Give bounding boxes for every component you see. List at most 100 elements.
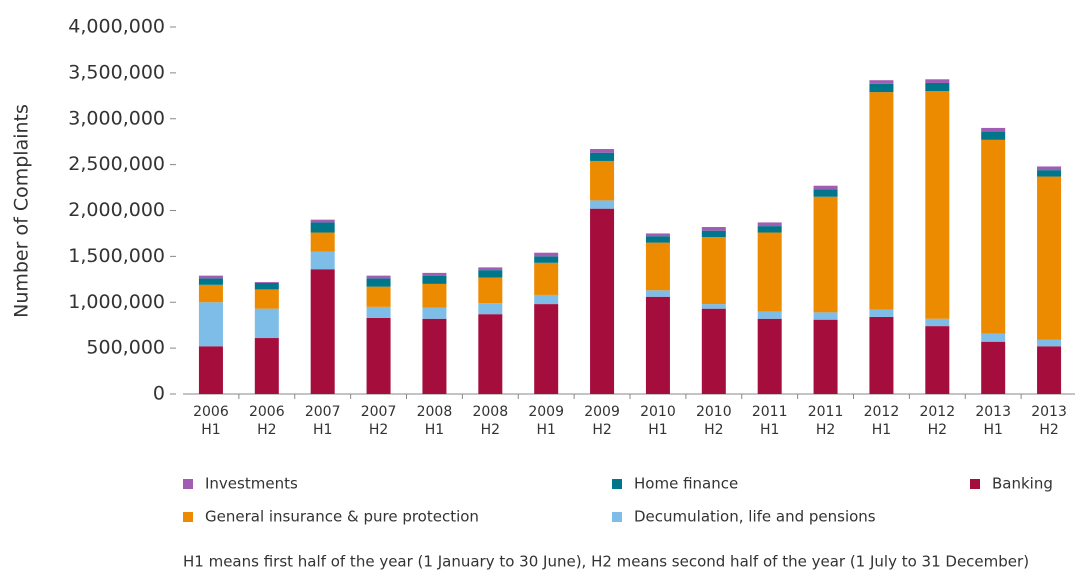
y-axis-label: Number of Complaints [11,104,33,318]
y-tick-label: 2,500,000 [68,153,165,175]
y-tick-label: 500,000 [86,337,165,359]
y-tick-label: 0 [153,383,165,405]
bar-segment [310,219,335,223]
y-tick-label: 4,000,000 [68,16,165,38]
bar-segment [1037,166,1062,171]
x-tick-label: 2011 H1 [752,404,788,438]
y-tick-label: 3,000,000 [68,107,165,129]
bar-segment [1037,339,1062,347]
bar-segment [925,91,950,319]
bar-segment [813,312,838,320]
bar-segment [310,251,335,270]
x-tick-label: 2013 H2 [1031,404,1067,438]
bar-segment [645,236,670,243]
bar-segment [813,196,838,313]
bar-segment [981,131,1006,140]
y-tick-label: 3,500,000 [68,61,165,83]
bar-segment [590,152,615,161]
bar-segment [590,208,615,394]
bar-segment [757,311,782,319]
y-tick-label: 1,000,000 [68,291,165,313]
bar-segment [981,127,1006,132]
x-tick-label: 2009 H1 [528,404,564,438]
x-tick-label: 2008 H2 [472,404,508,438]
bar-segment [757,318,782,394]
legend-swatch [183,479,193,489]
x-tick-label: 2010 H2 [696,404,732,438]
bar-segment [310,232,335,252]
bar-segment [478,277,503,304]
bar-segment [981,341,1006,394]
legend-label: Investments [205,475,298,493]
bar-segment [701,237,726,305]
bar-segment [1037,176,1062,340]
legend-swatch [612,479,622,489]
bar-segment [366,317,391,394]
bar-segment [701,227,726,231]
bar-segment [590,149,615,153]
bar-segment [701,304,726,309]
bar-segment [813,185,838,190]
x-tick-label: 2012 H1 [864,404,900,438]
bar-segment [869,309,894,317]
bar-segment [1037,170,1062,177]
bar-segment [254,289,279,309]
x-tick-label: 2011 H2 [808,404,844,438]
legend-label: General insurance & pure protection [205,508,479,526]
legend-label: Banking [992,475,1053,493]
bar-segment [925,82,950,92]
bar-segment [198,275,223,279]
legend-swatch [183,512,193,522]
bar-segment [422,307,447,319]
y-tick-label: 1,500,000 [68,245,165,267]
bar-segment [701,308,726,394]
bar-segment [869,83,894,93]
legend-swatch [970,479,980,489]
bar-segment [757,222,782,227]
bar-segment [981,333,1006,342]
bar-segment [366,275,391,279]
bar-segment [534,256,559,263]
bar-segment [645,242,670,291]
bar-segment [757,226,782,233]
bar-segment [925,326,950,394]
bar-segment [422,318,447,394]
bar-segment [757,232,782,312]
bar-segment [198,284,223,303]
bar-segment [310,222,335,233]
bar-segment [198,346,223,394]
bar-segment [534,262,559,295]
bar-segment [869,316,894,394]
bar-segment [366,278,391,287]
footnote: H1 means first half of the year (1 Janua… [183,553,1029,571]
bar-segment [534,252,559,257]
x-tick-label: 2012 H2 [919,404,955,438]
bar-segment [813,319,838,394]
bar-segment [366,286,391,307]
bar-segment [925,79,950,83]
bar-segment [645,233,670,237]
bar-segment [422,283,447,308]
bar-segment [981,139,1006,334]
legend-swatch [612,512,622,522]
bar-segment [254,282,279,290]
bar-segment [422,275,447,284]
x-tick-label: 2009 H2 [584,404,620,438]
x-tick-label: 2006 H1 [193,404,229,438]
x-tick-label: 2008 H1 [417,404,453,438]
bar-segment [645,296,670,394]
bar-segment [310,269,335,394]
bar-segment [534,304,559,394]
bar-segment [701,230,726,238]
legend-label: Decumulation, life and pensions [634,508,876,526]
bar-segment [254,282,279,283]
bar-segment [645,290,670,297]
bar-segment [1037,346,1062,394]
bar-segment [478,267,503,271]
x-tick-label: 2006 H2 [249,404,285,438]
x-tick-label: 2007 H1 [305,404,341,438]
bar-segment [590,200,615,209]
bar-segment [254,338,279,394]
bar-segment [366,306,391,318]
